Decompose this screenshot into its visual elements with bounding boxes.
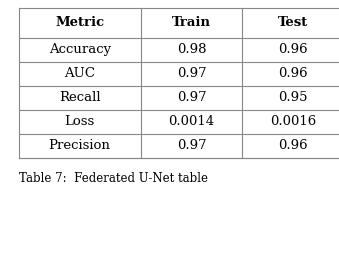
Text: 0.0016: 0.0016 [270, 115, 316, 128]
Text: Test: Test [278, 16, 308, 29]
Text: 0.97: 0.97 [177, 139, 206, 152]
Text: 0.96: 0.96 [278, 67, 308, 80]
Text: Train: Train [172, 16, 211, 29]
Text: Recall: Recall [59, 91, 100, 104]
Text: Table 7:  Federated U-Net table: Table 7: Federated U-Net table [19, 172, 208, 185]
Text: Loss: Loss [64, 115, 95, 128]
Text: 0.96: 0.96 [278, 139, 308, 152]
Text: 0.95: 0.95 [278, 91, 308, 104]
Text: 0.96: 0.96 [278, 43, 308, 56]
Text: AUC: AUC [64, 67, 95, 80]
Text: Accuracy: Accuracy [48, 43, 111, 56]
Text: 0.0014: 0.0014 [168, 115, 215, 128]
Text: Metric: Metric [55, 16, 104, 29]
Text: 0.98: 0.98 [177, 43, 206, 56]
Text: Precision: Precision [49, 139, 111, 152]
Text: 0.97: 0.97 [177, 91, 206, 104]
Text: 0.97: 0.97 [177, 67, 206, 80]
